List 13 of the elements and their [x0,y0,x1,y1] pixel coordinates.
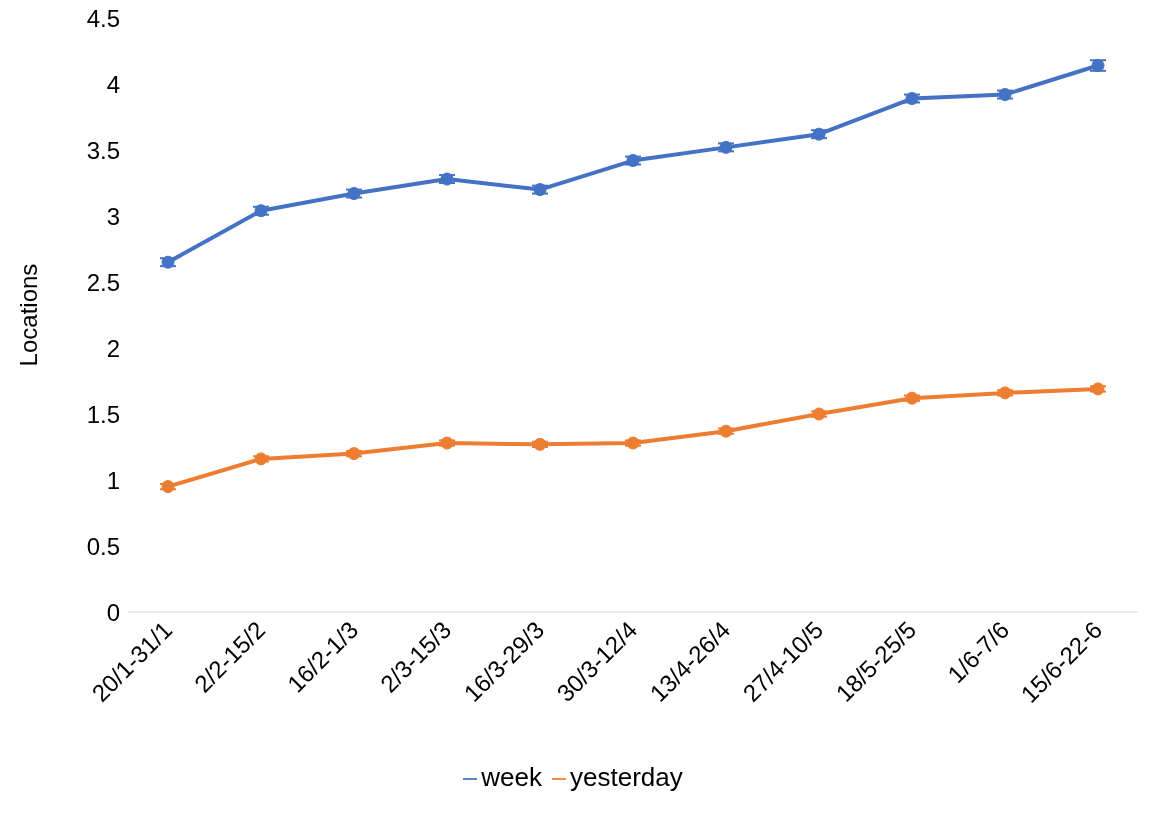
y-tick-label: 3.5 [86,136,120,164]
y-tick-label: 0.5 [86,532,120,560]
y-tick-label: 1 [106,466,120,494]
y-tick-label: 2 [106,334,120,362]
y-tick-label: 4.5 [86,4,120,32]
y-axis-title: Locations [14,263,42,367]
legend-label: week [481,762,542,792]
y-tick-label: 0 [106,598,120,626]
y-tick-label: 3 [106,202,120,230]
y-tick-label: 2.5 [86,268,120,296]
y-tick-label: 1.5 [86,400,120,428]
legend-label: yesterday [569,762,683,792]
y-tick-label: 4 [106,70,120,98]
